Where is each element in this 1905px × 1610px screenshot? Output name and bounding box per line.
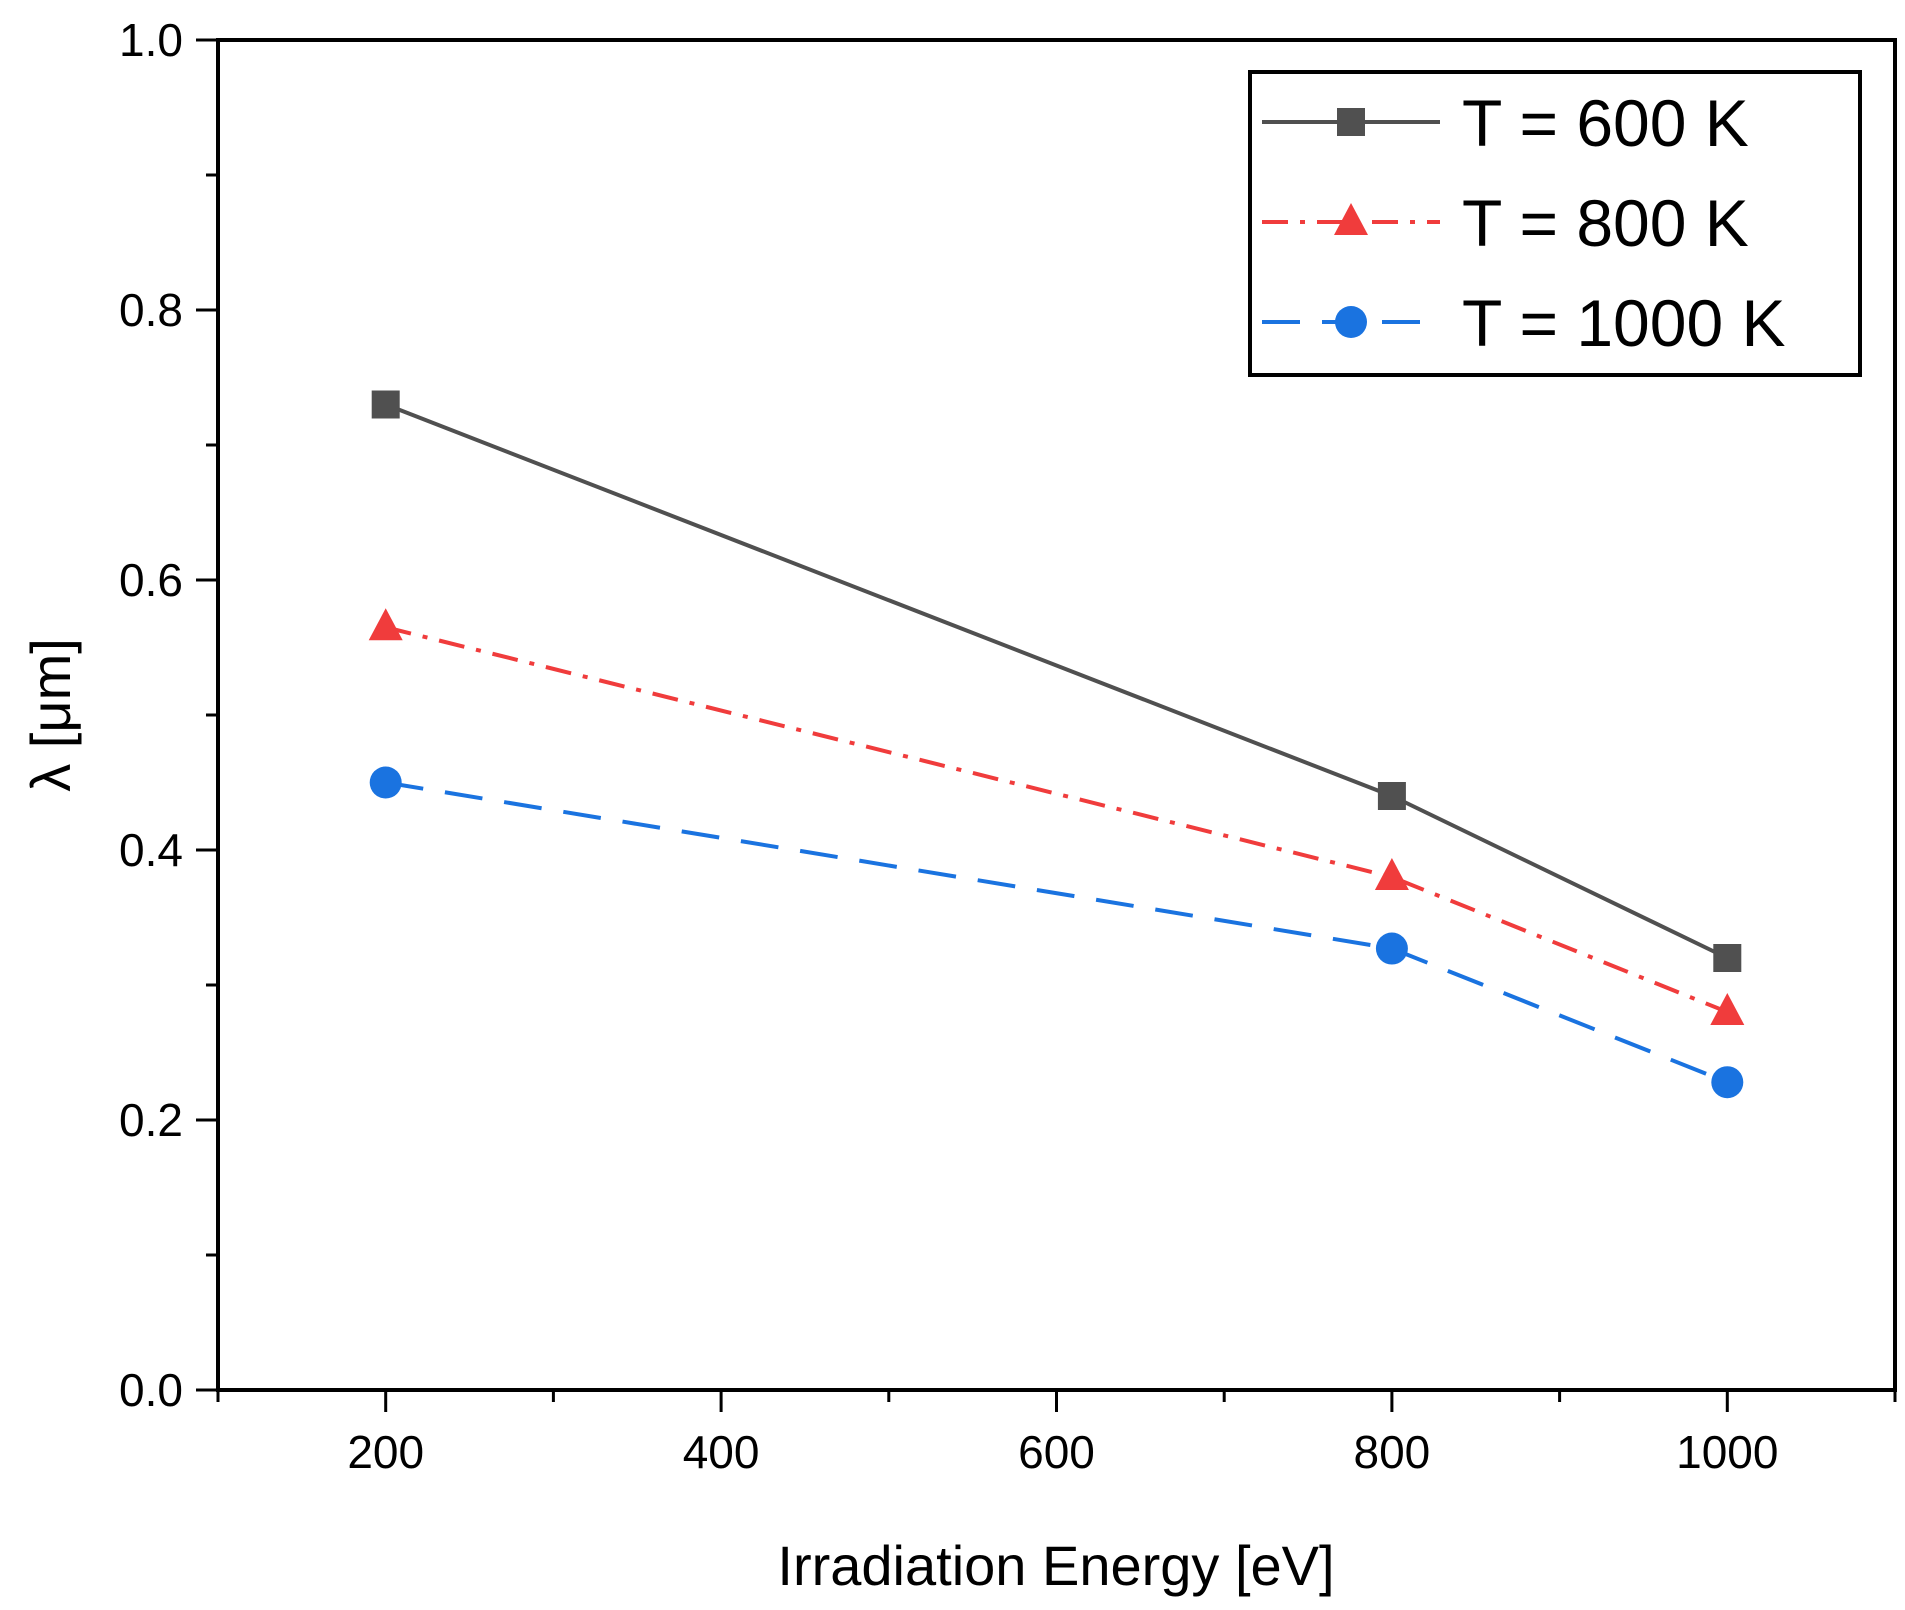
legend-label: T = 600 K [1462, 86, 1749, 160]
data-point [1711, 1066, 1744, 1099]
data-point [371, 390, 400, 419]
series-line [385, 780, 1729, 1085]
y-tick-label: 0.6 [119, 554, 183, 606]
y-tick-label: 0.0 [119, 1364, 183, 1416]
x-tick-label: 1000 [1676, 1426, 1778, 1478]
x-tick-label: 600 [1018, 1426, 1095, 1478]
x-tick-label: 400 [683, 1426, 760, 1478]
data-point [1375, 932, 1408, 965]
series-3 [369, 766, 1744, 1099]
data-point [1374, 858, 1409, 890]
y-axis-title: λ [μm] [19, 638, 82, 792]
y-tick-label: 0.8 [119, 284, 183, 336]
legend-marker [1337, 108, 1365, 136]
data-point [368, 608, 403, 641]
data-point [1713, 944, 1742, 972]
data-point [1377, 782, 1406, 810]
legend-marker [1334, 203, 1368, 235]
data-point [369, 766, 402, 799]
legend: T = 600 K T = 800 K T = 1000 K [1248, 70, 1862, 377]
legend-marker [1335, 306, 1367, 338]
legend-label: T = 1000 K [1462, 286, 1786, 360]
ticks-layer: 0.0 0.2 0.4 0.6 0.8 1.0 200 400 600 800 1000 [119, 14, 1897, 1478]
x-tick-label: 800 [1354, 1426, 1431, 1478]
series-2 [368, 608, 1745, 1025]
x-axis-title: Irradiation Energy [eV] [777, 1534, 1334, 1597]
x-tick-label: 200 [347, 1426, 424, 1478]
y-tick-label: 1.0 [119, 14, 183, 66]
y-tick-label: 0.2 [119, 1094, 183, 1146]
series-layer [368, 390, 1745, 1099]
legend-entries: T = 600 K T = 800 K T = 1000 K [1262, 86, 1786, 360]
series-line [385, 625, 1729, 1014]
y-tick-label: 0.4 [119, 824, 183, 876]
series-1 [371, 390, 1742, 972]
data-point [1710, 993, 1745, 1025]
plot-frame [216, 38, 1897, 1392]
series-line [384, 402, 1729, 960]
legend-label: T = 800 K [1462, 186, 1749, 260]
